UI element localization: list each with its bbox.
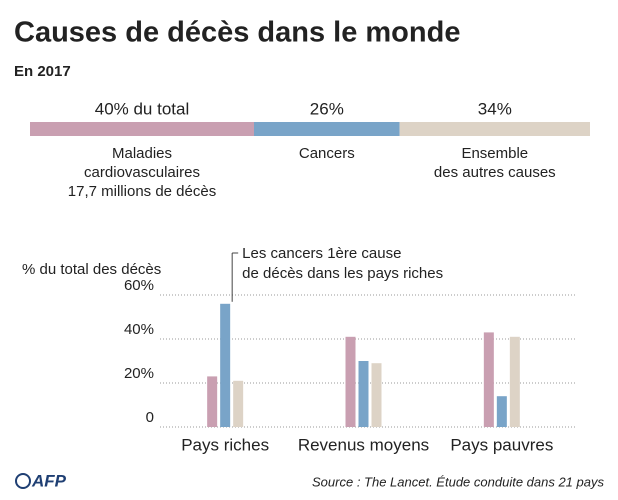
bar	[220, 303, 231, 427]
bar	[207, 376, 218, 427]
y-tick-label: 60%	[124, 277, 154, 294]
y-tick-label: 20%	[124, 365, 154, 382]
category-label: Cancers	[298, 145, 355, 162]
source: Source : The Lancet. Étude conduite dans…	[312, 474, 604, 489]
bar	[345, 336, 356, 427]
share-segment	[399, 122, 590, 136]
value-label: 40% du total	[95, 99, 190, 118]
x-tick-label: Pays riches	[181, 435, 269, 454]
category-label: Maladies cardiovasculaires 17,7 millions…	[67, 145, 217, 200]
annotation: Les cancers 1ère cause	[242, 245, 401, 262]
bar	[483, 332, 494, 427]
value-label: 26%	[310, 99, 344, 118]
annotation: de décès dans les pays riches	[242, 265, 443, 282]
bar	[233, 380, 244, 427]
logo-text: AFP	[31, 471, 67, 490]
share-segment	[254, 122, 400, 136]
x-tick-label: Pays pauvres	[450, 435, 553, 454]
afp-logo: AFP	[15, 471, 67, 490]
y-axis-label: % du total des décès	[22, 261, 161, 278]
title: Causes de décès dans le monde	[14, 17, 460, 49]
bar	[496, 396, 507, 427]
share-segment	[30, 122, 254, 136]
x-tick-label: Revenus moyens	[298, 435, 429, 454]
bar	[509, 336, 520, 427]
bar	[358, 361, 369, 427]
y-tick-label: 0	[146, 409, 154, 426]
y-tick-label: 40%	[124, 321, 154, 338]
subtitle: En 2017	[14, 63, 71, 80]
category-label: Ensemble des autres causes	[433, 145, 556, 181]
value-label: 34%	[478, 99, 512, 118]
logo-ring	[15, 473, 31, 489]
bar	[371, 363, 382, 427]
